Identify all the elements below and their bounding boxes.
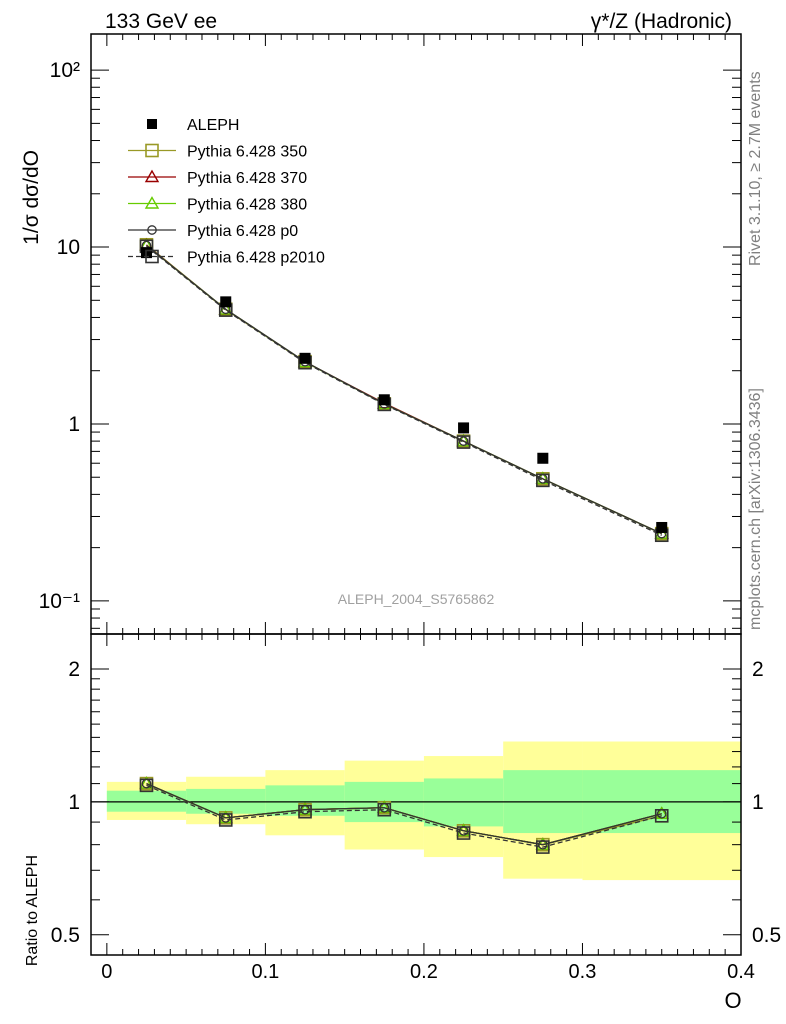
series-point-p2010 [139, 778, 154, 793]
main-y-tick-label: 1 [68, 413, 80, 436]
data-point-aleph [378, 394, 390, 406]
main-plot-frame: 10⁻¹ 1 10 10² [39, 33, 742, 635]
data-point-aleph [458, 422, 470, 434]
side-label-mcplots: mcplots.cern.ch [arXiv:1306.3436] [747, 388, 764, 630]
ratio-y-tick-label: 0.5 [51, 924, 80, 947]
ratio-y-tick-label-right: 2 [752, 658, 764, 681]
series-line-p0 [146, 245, 663, 535]
series-point-p2010 [218, 813, 233, 827]
legend-marker-p2010 [145, 249, 159, 264]
main-y-axis-title: 1/σ dσ/dO [20, 150, 43, 245]
legend-marker-p380 [144, 196, 160, 209]
ratio-y-tick-label-right: 1 [752, 791, 764, 814]
ratio-plot-frame: 0 0.1 0.2 0.3 0.4 0.5 0.5 1 1 2 2 [51, 633, 781, 983]
side-label-rivet: Rivet 3.1.10, ≥ 2.7M events [747, 71, 764, 266]
series-line-p0 [146, 783, 662, 846]
legend-marker-data [147, 119, 157, 129]
main-y-tick-label: 10 [57, 236, 80, 259]
ratio-plot-series [139, 776, 669, 854]
legend-label-p380: Pythia 6.428 380 [187, 197, 307, 214]
ratio-y-tick-label: 2 [68, 658, 80, 681]
series-line-p380 [146, 245, 663, 535]
legend-marker-p370 [144, 169, 160, 183]
band-inner-0 [106, 790, 187, 812]
legend-label-data: ALEPH [187, 117, 239, 134]
data-point-aleph [656, 521, 668, 533]
legend-label-p2010: Pythia 6.428 p2010 [187, 250, 325, 267]
ratio-plot-border [90, 633, 742, 956]
ratio-uncertainty-bands [106, 741, 741, 881]
series-point-p2010 [536, 473, 550, 488]
x-tick-label: 0 [101, 961, 112, 983]
x-tick-label: 0.1 [251, 961, 279, 983]
legend-marker-p0 [147, 225, 157, 235]
series-line-p2010 [146, 784, 662, 848]
main-y-tick-label: 10² [50, 59, 80, 82]
series-line-p370 [146, 244, 663, 535]
legend-label-p350: Pythia 6.428 350 [187, 144, 307, 161]
ratio-y-axis-title: Ratio to ALEPH [24, 855, 41, 966]
data-point-aleph [220, 296, 232, 308]
x-tick-label: 0.2 [410, 961, 438, 983]
series-point-p0 [458, 436, 469, 446]
legend: ALEPH Pythia 6.428 350 Pythia 6.428 370 Pyt… [128, 117, 325, 267]
main-y-tick-label: 10⁻¹ [39, 590, 80, 613]
ratio-y-tick-label: 1 [68, 791, 80, 814]
header-right: γ*/Z (Hadronic) [591, 10, 732, 33]
series-point-p2010 [654, 808, 669, 823]
legend-marker-p350 [145, 143, 159, 158]
series-line-p350 [146, 244, 663, 535]
series-point-p2010 [536, 840, 550, 854]
series-point-p2010 [456, 826, 471, 840]
x-tick-label: 0.4 [727, 961, 755, 983]
series-point-p2010 [377, 802, 392, 817]
analysis-watermark: ALEPH_2004_S5765862 [338, 591, 495, 607]
series-line-p2010 [146, 245, 663, 536]
legend-label-p370: Pythia 6.428 370 [187, 170, 307, 187]
data-point-aleph [537, 452, 549, 464]
x-tick-label: 0.3 [569, 961, 597, 983]
series-point-p2010 [298, 804, 312, 819]
series-point-p2010 [456, 435, 471, 449]
x-axis-title: O [724, 988, 741, 1013]
ratio-y-tick-label-right: 0.5 [752, 924, 781, 947]
data-point-aleph [299, 352, 311, 364]
main-plot-series [139, 237, 669, 543]
legend-label-p0: Pythia 6.428 p0 [187, 223, 298, 240]
header-left: 133 GeV ee [105, 10, 217, 33]
